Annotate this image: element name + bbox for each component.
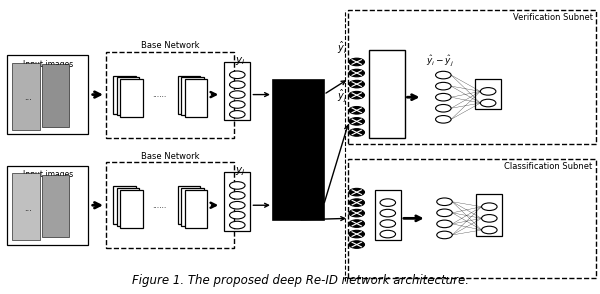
Bar — [120, 79, 143, 117]
Circle shape — [437, 220, 452, 228]
Text: Base Network: Base Network — [141, 41, 199, 50]
Bar — [224, 62, 250, 120]
Circle shape — [380, 220, 395, 227]
Bar — [178, 76, 200, 113]
Text: Verification Subnet: Verification Subnet — [512, 13, 593, 22]
Circle shape — [436, 71, 451, 79]
Text: Base Network: Base Network — [141, 152, 199, 161]
Text: $y_j$: $y_j$ — [235, 166, 245, 178]
Circle shape — [349, 58, 365, 66]
Circle shape — [230, 201, 245, 209]
Circle shape — [230, 111, 245, 118]
Bar — [224, 172, 250, 231]
Text: Figure 1. The proposed deep Re-ID network architecture.: Figure 1. The proposed deep Re-ID networ… — [131, 274, 469, 287]
Circle shape — [230, 211, 245, 219]
Bar — [12, 63, 40, 130]
Circle shape — [230, 81, 245, 88]
Bar — [185, 190, 208, 228]
Circle shape — [349, 129, 365, 136]
Circle shape — [482, 226, 497, 234]
Bar — [476, 194, 502, 236]
Bar — [12, 173, 40, 240]
Circle shape — [230, 101, 245, 108]
Circle shape — [349, 209, 365, 217]
Circle shape — [349, 220, 365, 227]
Bar — [273, 80, 323, 220]
Bar — [113, 76, 136, 113]
Bar — [178, 186, 200, 224]
Circle shape — [437, 198, 452, 206]
Circle shape — [349, 69, 365, 77]
Text: $y_i$: $y_i$ — [235, 56, 245, 68]
Circle shape — [349, 199, 365, 206]
Circle shape — [230, 221, 245, 229]
Circle shape — [349, 106, 365, 114]
Text: Classification Subnet: Classification Subnet — [505, 162, 593, 171]
Text: $\hat{y}_i - \hat{y}_j$: $\hat{y}_i - \hat{y}_j$ — [427, 53, 454, 68]
Bar — [348, 159, 596, 278]
Text: $\hat{y}_i$: $\hat{y}_i$ — [337, 39, 347, 56]
Text: ...: ... — [24, 204, 32, 213]
Circle shape — [349, 188, 365, 196]
Bar — [181, 188, 204, 226]
Circle shape — [230, 192, 245, 199]
Circle shape — [437, 231, 452, 239]
Circle shape — [349, 230, 365, 238]
Text: ...: ... — [24, 93, 32, 102]
Text: Input images: Input images — [23, 60, 73, 69]
Circle shape — [481, 88, 496, 95]
Circle shape — [482, 203, 497, 211]
Text: ......: ...... — [152, 201, 166, 210]
Circle shape — [230, 91, 245, 98]
Circle shape — [436, 116, 451, 123]
Bar — [185, 79, 208, 117]
Circle shape — [481, 99, 496, 107]
Bar — [368, 50, 404, 138]
Circle shape — [349, 241, 365, 248]
Bar — [475, 79, 501, 109]
Bar — [348, 10, 596, 144]
Bar — [42, 175, 70, 237]
Circle shape — [437, 209, 452, 217]
Bar — [113, 186, 136, 224]
Bar — [106, 52, 235, 138]
Circle shape — [230, 71, 245, 78]
Bar — [116, 188, 139, 226]
Circle shape — [380, 199, 395, 206]
Circle shape — [436, 104, 451, 112]
Circle shape — [230, 182, 245, 189]
Circle shape — [436, 82, 451, 90]
Text: Loss Specific: Loss Specific — [272, 141, 324, 147]
Bar — [120, 190, 143, 228]
Circle shape — [349, 80, 365, 88]
Text: $\hat{y}_j$: $\hat{y}_j$ — [337, 87, 347, 104]
Bar — [42, 64, 70, 127]
Circle shape — [482, 215, 497, 222]
Bar — [181, 77, 204, 115]
Bar — [374, 190, 401, 240]
Bar — [7, 166, 88, 245]
Text: Input images: Input images — [23, 170, 73, 179]
Circle shape — [380, 209, 395, 217]
Text: Dropout Unit: Dropout Unit — [272, 153, 324, 159]
Circle shape — [349, 91, 365, 99]
Bar — [106, 162, 235, 248]
Circle shape — [436, 93, 451, 101]
Text: ......: ...... — [152, 90, 166, 99]
Circle shape — [349, 118, 365, 125]
Bar — [116, 77, 139, 115]
Bar — [7, 55, 88, 134]
Circle shape — [380, 230, 395, 238]
